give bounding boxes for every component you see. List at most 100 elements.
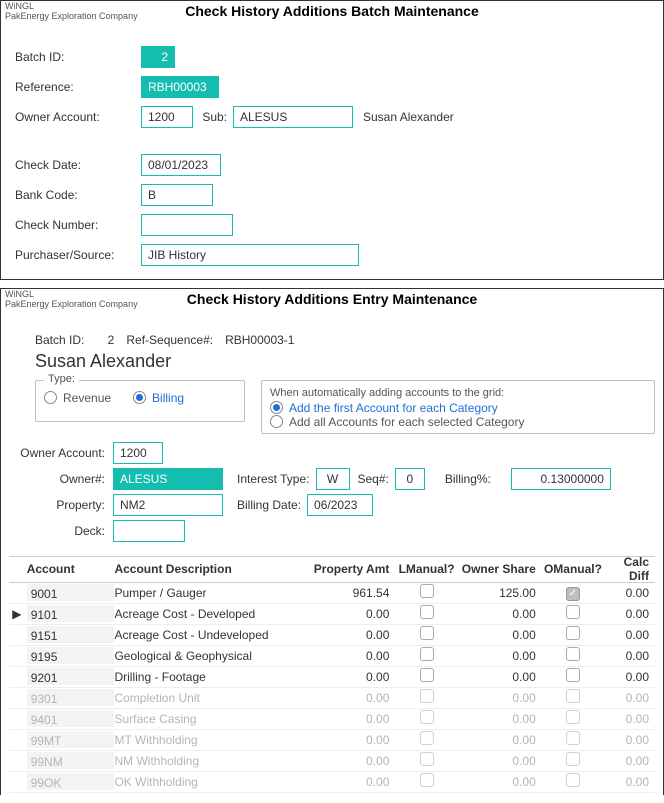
- billing-date-field[interactable]: 06/2023: [307, 494, 373, 516]
- cell-account: 9201: [23, 668, 115, 685]
- table-row[interactable]: 99OKOK Withholding0.000.000.00: [9, 772, 655, 793]
- seq-field[interactable]: 0: [395, 468, 425, 490]
- cell-description: MT Withholding: [114, 733, 305, 747]
- table-row[interactable]: 9151Acreage Cost - Undeveloped0.000.000.…: [9, 625, 655, 646]
- cell-lmanual[interactable]: [395, 584, 457, 601]
- cell-calc-diff: 0.00: [604, 754, 655, 768]
- table-row[interactable]: 9201Drilling - Footage0.000.000.00: [9, 667, 655, 688]
- revenue-radio[interactable]: [44, 391, 57, 404]
- batch-id-label: Batch ID:: [15, 50, 141, 64]
- cell-owner-share: 0.00: [458, 607, 542, 621]
- type-legend: Type:: [44, 373, 79, 385]
- cell-property-amt: 0.00: [306, 733, 396, 747]
- cell-lmanual[interactable]: [395, 668, 457, 685]
- cell-omanual[interactable]: [542, 647, 604, 664]
- cell-omanual[interactable]: [542, 626, 604, 643]
- col-owner-share[interactable]: Owner Share: [458, 562, 542, 576]
- table-row[interactable]: 99MTMT Withholding0.000.000.00: [9, 730, 655, 751]
- billing-label: Billing: [152, 391, 184, 405]
- property-label: Property:: [9, 498, 113, 512]
- batch-id-label-2: Batch ID:: [35, 333, 84, 347]
- revenue-label: Revenue: [63, 391, 111, 405]
- check-date-field[interactable]: 08/01/2023: [141, 154, 221, 176]
- table-row[interactable]: 9401Surface Casing0.000.000.00: [9, 709, 655, 730]
- deck-label: Deck:: [9, 524, 113, 538]
- owner-account-field-2[interactable]: 1200: [113, 442, 163, 464]
- cell-account: 9101: [23, 605, 115, 622]
- cell-omanual[interactable]: [542, 585, 604, 601]
- cell-property-amt: 0.00: [306, 649, 396, 663]
- add-all-radio[interactable]: [270, 415, 283, 428]
- ref-seq-value: RBH00003-1: [219, 333, 294, 347]
- cell-omanual[interactable]: [542, 689, 604, 706]
- cell-owner-share: 0.00: [458, 733, 542, 747]
- cell-lmanual[interactable]: [395, 752, 457, 769]
- billing-pct-label: Billing%:: [425, 472, 497, 486]
- col-account[interactable]: Account: [23, 562, 115, 576]
- cell-description: Acreage Cost - Undeveloped: [114, 628, 305, 642]
- check-date-label: Check Date:: [15, 158, 141, 172]
- cell-omanual[interactable]: [542, 731, 604, 748]
- col-lmanual[interactable]: LManual?: [395, 562, 457, 576]
- cell-account: 99MT: [23, 731, 115, 748]
- cell-description: NM Withholding: [114, 754, 305, 768]
- table-row[interactable]: 99NMNM Withholding0.000.000.00: [9, 751, 655, 772]
- col-omanual[interactable]: OManual?: [542, 562, 604, 576]
- col-description[interactable]: Account Description: [114, 562, 305, 576]
- cell-lmanual[interactable]: [395, 605, 457, 622]
- add-first-label: Add the first Account for each Category: [289, 401, 498, 415]
- purchaser-field[interactable]: JIB History: [141, 244, 359, 266]
- sub-label: Sub:: [193, 110, 233, 124]
- cell-owner-share: 125.00: [458, 586, 542, 600]
- grid-header-row: Account Account Description Property Amt…: [9, 557, 655, 583]
- cell-calc-diff: 0.00: [604, 712, 655, 726]
- cell-lmanual[interactable]: [395, 689, 457, 706]
- batch-form: Batch ID: 2 Reference: RBH00003 Owner Ac…: [1, 23, 663, 279]
- cell-omanual[interactable]: [542, 773, 604, 790]
- sub-field[interactable]: ALESUS: [233, 106, 353, 128]
- table-row[interactable]: 9301Completion Unit0.000.000.00: [9, 688, 655, 709]
- cell-account: 9195: [23, 647, 115, 664]
- cell-lmanual[interactable]: [395, 647, 457, 664]
- row-marker: ▶: [9, 607, 23, 621]
- cell-account: 9151: [23, 626, 115, 643]
- cell-account: 99OK: [23, 773, 115, 790]
- billing-pct-field[interactable]: 0.13000000: [511, 468, 611, 490]
- reference-field[interactable]: RBH00003: [141, 76, 219, 98]
- reference-label: Reference:: [15, 80, 141, 94]
- cell-lmanual[interactable]: [395, 731, 457, 748]
- table-row[interactable]: ▶9101Acreage Cost - Developed0.000.000.0…: [9, 604, 655, 625]
- auto-add-legend: When automatically adding accounts to th…: [270, 387, 646, 401]
- cell-account: 9401: [23, 710, 115, 727]
- cell-omanual[interactable]: [542, 752, 604, 769]
- bank-code-label: Bank Code:: [15, 188, 141, 202]
- add-all-label: Add all Accounts for each selected Categ…: [289, 415, 524, 429]
- check-number-field[interactable]: [141, 214, 233, 236]
- billing-radio[interactable]: [133, 391, 146, 404]
- table-row[interactable]: 9195Geological & Geophysical0.000.000.00: [9, 646, 655, 667]
- owner-account-field[interactable]: 1200: [141, 106, 193, 128]
- check-number-label: Check Number:: [15, 218, 141, 232]
- cell-lmanual[interactable]: [395, 773, 457, 790]
- property-field[interactable]: NM2: [113, 494, 223, 516]
- entry-form: Batch ID: 2 Ref-Sequence#: RBH00003-1 Su…: [1, 311, 663, 795]
- bank-code-field[interactable]: B: [141, 184, 213, 206]
- cell-omanual[interactable]: [542, 605, 604, 622]
- cell-omanual[interactable]: [542, 710, 604, 727]
- purchaser-label: Purchaser/Source:: [15, 248, 141, 262]
- cell-lmanual[interactable]: [395, 710, 457, 727]
- col-calc-diff[interactable]: Calc Diff: [604, 555, 655, 583]
- interest-type-field[interactable]: W: [316, 468, 350, 490]
- batch-id-field[interactable]: 2: [141, 46, 175, 68]
- cell-omanual[interactable]: [542, 668, 604, 685]
- add-first-radio[interactable]: [270, 401, 283, 414]
- col-property-amt[interactable]: Property Amt: [306, 562, 396, 576]
- window-title: Check History Additions Batch Maintenanc…: [1, 3, 663, 19]
- cell-lmanual[interactable]: [395, 626, 457, 643]
- owner-num-field[interactable]: ALESUS: [113, 468, 223, 490]
- cell-property-amt: 0.00: [306, 775, 396, 789]
- billing-date-label: Billing Date:: [223, 498, 307, 512]
- table-row[interactable]: 9001Pumper / Gauger961.54125.000.00: [9, 583, 655, 604]
- cell-owner-share: 0.00: [458, 712, 542, 726]
- deck-field[interactable]: [113, 520, 185, 542]
